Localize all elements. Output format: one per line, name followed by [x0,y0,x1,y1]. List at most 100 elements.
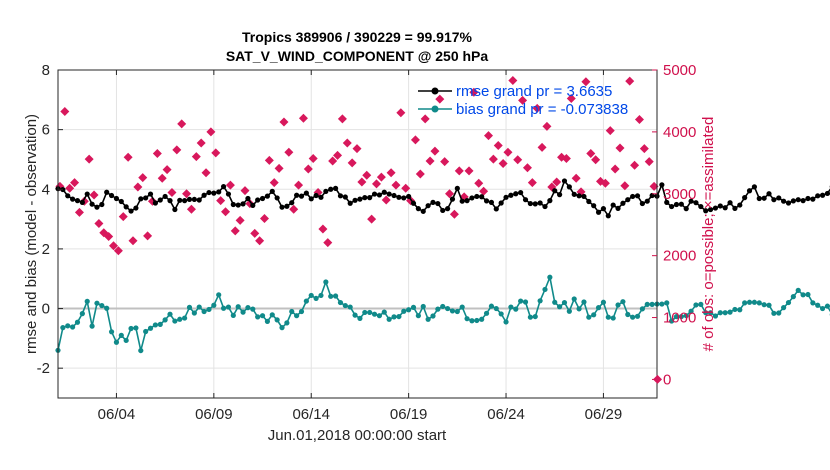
assimilated-obs-point [74,207,84,217]
assimilated-obs-point [386,168,396,178]
series-bias-point [508,304,514,310]
assimilated-obs-point [303,164,313,174]
series-rmse-point [693,200,699,206]
assimilated-obs-point [396,108,406,118]
series-rmse-point [289,200,295,206]
series-rmse-point [815,193,821,199]
series-rmse-point [65,193,71,199]
assimilated-obs-point [449,209,459,219]
series-rmse-point [664,199,670,205]
series-bias-point [250,306,256,312]
series-bias-point [673,313,680,320]
series-rmse-point [381,189,387,195]
assimilated-obs-point [410,135,420,145]
series-rmse-point [255,197,261,203]
series-rmse-point [678,201,684,207]
series-rmse-point [717,203,723,209]
series-bias-point [469,318,475,324]
assimilated-obs-point [138,173,148,183]
series-rmse-point [303,190,309,196]
series-bias-point [581,299,587,305]
assimilated-obs-point [415,169,425,179]
y-axis-label-left: rmse and bias (model - observation) [23,114,40,354]
series-rmse-point [464,198,470,204]
series-rmse-point [659,182,665,188]
series-rmse-point [225,191,232,197]
assimilated-obs-point [639,144,649,154]
legend-bias-label: bias grand pr = -0.073838 [456,101,628,118]
series-rmse-point [493,206,499,212]
assimilated-obs-point [620,181,630,191]
assimilated-obs-point [94,218,104,228]
series-rmse-point [386,191,392,197]
series-bias-point [785,299,792,306]
series-rmse-point [430,199,436,205]
series-bias-point [284,320,290,326]
series-bias-point [610,315,616,321]
assimilated-obs-point [513,155,523,165]
assimilated-obs-point [172,145,182,155]
series-bias-point [396,313,402,320]
series-bias-point [819,305,826,312]
assimilated-obs-point [493,141,503,151]
series-bias-point [279,325,285,331]
series-bias-point [206,306,212,313]
series-bias-point [186,304,193,310]
series-bias-point [498,311,504,317]
series-rmse-point [756,195,762,202]
assimilated-obs-point [143,231,153,241]
series-rmse-point [250,202,256,208]
series-rmse-point [298,193,305,199]
series-rmse-point [420,208,426,214]
series-bias-point [518,298,524,304]
series-rmse-point [737,202,743,208]
series-bias-point [269,312,275,318]
series-bias-point [172,318,178,324]
assimilated-obs-point [191,152,201,162]
assimilated-obs-point [128,236,138,246]
series-bias-point [693,302,699,308]
series-rmse-point [391,192,397,199]
series-bias-point [440,303,446,310]
series-rmse-point [264,193,271,199]
assimilated-obs-point [186,204,196,214]
series-bias-point [527,314,533,320]
series-rmse-point [410,200,417,206]
series-rmse-point [503,194,509,200]
assimilated-obs-point [284,147,294,157]
zero-obs-point [653,374,662,384]
series-rmse-point [776,195,782,201]
series-rmse-point [483,198,490,204]
series-rmse-point [235,202,241,208]
series-bias-point [683,313,689,319]
series-bias-point [65,323,71,329]
series-bias-point [308,292,314,299]
series-bias-point [493,305,499,312]
series-rmse-point [152,200,158,206]
series-rmse-point [581,193,587,200]
series-bias-point [444,305,451,312]
series-bias-point [639,306,645,312]
series-bias-point [454,308,460,315]
series-bias-point [289,308,295,315]
y-left-ticks: -2 0 2 4 6 8 [37,62,63,377]
series-rmse-point [781,198,787,204]
series-rmse-point [371,191,378,197]
chart-title-line1: Tropics 389906 / 390229 = 99.917% [242,29,473,45]
series-rmse-point [79,199,85,205]
series-bias-point [162,317,168,323]
assimilated-obs-point [225,180,235,190]
series-rmse-point [162,193,168,200]
assimilated-obs-point [498,158,508,168]
x-ticks: 06/04 06/09 06/14 06/19 06/24 06/29 [98,70,622,423]
series-bias-point [537,298,543,304]
y-left-tick-label: 8 [42,62,50,79]
series-bias-point [303,298,309,304]
series-rmse-point [143,195,149,201]
series-bias-point [810,300,816,306]
series-bias-point [795,287,801,293]
series-rmse-point [751,184,757,190]
assimilated-obs-point [216,196,226,206]
series-rmse-point [722,205,728,211]
